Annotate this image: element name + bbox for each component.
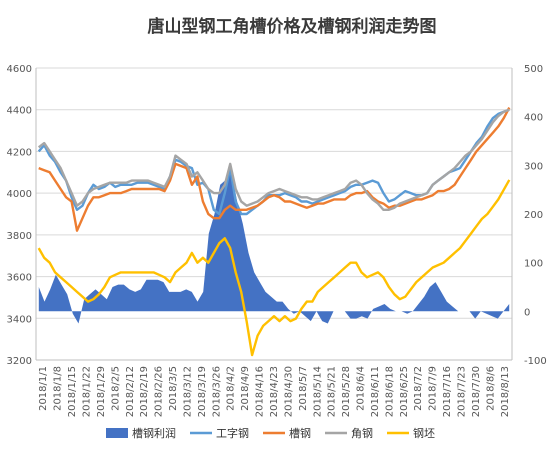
x-tick-label: 2018/7/9 xyxy=(428,366,439,411)
x-tick-label: 2018/3/12 xyxy=(182,366,193,417)
y-left-tick-label: 4000 xyxy=(7,189,32,200)
legend-label: 槽钢利润 xyxy=(132,426,176,440)
x-tick-label: 2018/8/13 xyxy=(500,366,511,417)
x-tick-label: 2018/3/26 xyxy=(211,366,222,417)
y-left-tick-label: 4400 xyxy=(7,106,32,117)
x-tick-label: 2018/6/4 xyxy=(356,366,367,411)
x-tick-label: 2018/8/6 xyxy=(485,366,496,411)
x-tick-label: 2018/1/22 xyxy=(81,366,92,417)
x-tick-label: 2018/2/5 xyxy=(110,366,121,411)
y-right-tick-label: 200 xyxy=(524,210,543,221)
x-tick-label: 2018/5/28 xyxy=(341,366,352,417)
y-left-tick-label: 3200 xyxy=(7,356,32,367)
y-left-tick-label: 4200 xyxy=(7,147,32,158)
legend-label: 槽钢 xyxy=(289,427,311,440)
x-tick-label: 2018/7/2 xyxy=(413,366,424,411)
legend: 槽钢利润 工字钢 槽钢 角钢 钢坯 xyxy=(106,426,435,440)
y-left-tick-label: 3600 xyxy=(7,273,32,284)
x-tick-label: 2018/1/8 xyxy=(53,366,64,411)
x-tick-label: 2018/2/19 xyxy=(139,366,150,417)
x-tick-label: 2018/4/2 xyxy=(226,366,237,411)
x-tick-label: 2018/4/30 xyxy=(283,366,294,417)
x-tick-label: 2018/7/23 xyxy=(457,366,468,417)
chart-title: 唐山型钢工角槽价格及槽钢利润走势图 xyxy=(148,16,437,37)
x-tick-label: 2018/5/7 xyxy=(298,366,309,411)
y-right-tick-label: -100 xyxy=(524,356,547,367)
y-right-tick-label: 500 xyxy=(524,64,543,75)
x-tick-label: 2018/1/1 xyxy=(38,366,49,411)
legend-swatch xyxy=(106,428,128,438)
y-left-tick-label: 3400 xyxy=(7,314,32,325)
x-tick-label: 2018/2/12 xyxy=(125,366,136,417)
axes: 3200 3400 3600 3800 4000 4200 4400 4600 -100 0 100… xyxy=(7,64,547,417)
y-right-tick-label: 100 xyxy=(524,259,543,270)
y-right-tick-label: 400 xyxy=(524,113,543,124)
profit-area xyxy=(38,172,510,324)
x-tick-label: 2018/3/19 xyxy=(197,366,208,417)
series-line-钢坯 xyxy=(37,179,511,357)
x-tick-label: 2018/6/11 xyxy=(370,366,381,417)
x-tick-label: 2018/7/16 xyxy=(442,366,453,417)
x-tick-label: 2018/4/9 xyxy=(240,366,251,411)
y-right-tick-label: 0 xyxy=(524,307,530,318)
x-tick-label: 2018/5/14 xyxy=(312,366,323,417)
x-tick-label: 2018/7/30 xyxy=(471,366,482,417)
series-line-角钢 xyxy=(37,108,510,211)
series-lines xyxy=(37,107,511,357)
series-area-槽钢利润 xyxy=(38,172,510,324)
y-left-tick-label: 3800 xyxy=(7,231,32,242)
x-tick-label: 2018/4/16 xyxy=(255,366,266,417)
legend-label: 钢坯 xyxy=(413,427,435,440)
series-line-槽钢 xyxy=(38,107,511,232)
x-tick-label: 2018/5/21 xyxy=(327,366,338,417)
x-tick-label: 2018/3/5 xyxy=(168,366,179,411)
x-tick-label: 2018/1/15 xyxy=(67,366,78,417)
x-tick-label: 2018/6/25 xyxy=(399,366,410,417)
x-tick-label: 2018/2/26 xyxy=(154,366,165,417)
y-right-tick-label: 300 xyxy=(524,161,543,172)
x-tick-label: 2018/4/23 xyxy=(269,366,280,417)
legend-label: 工字钢 xyxy=(216,426,249,440)
legend-label: 角钢 xyxy=(351,427,373,440)
x-tick-label: 2018/1/29 xyxy=(96,366,107,417)
x-tick-label: 2018/6/18 xyxy=(384,366,395,417)
y-left-tick-label: 4600 xyxy=(7,64,32,75)
